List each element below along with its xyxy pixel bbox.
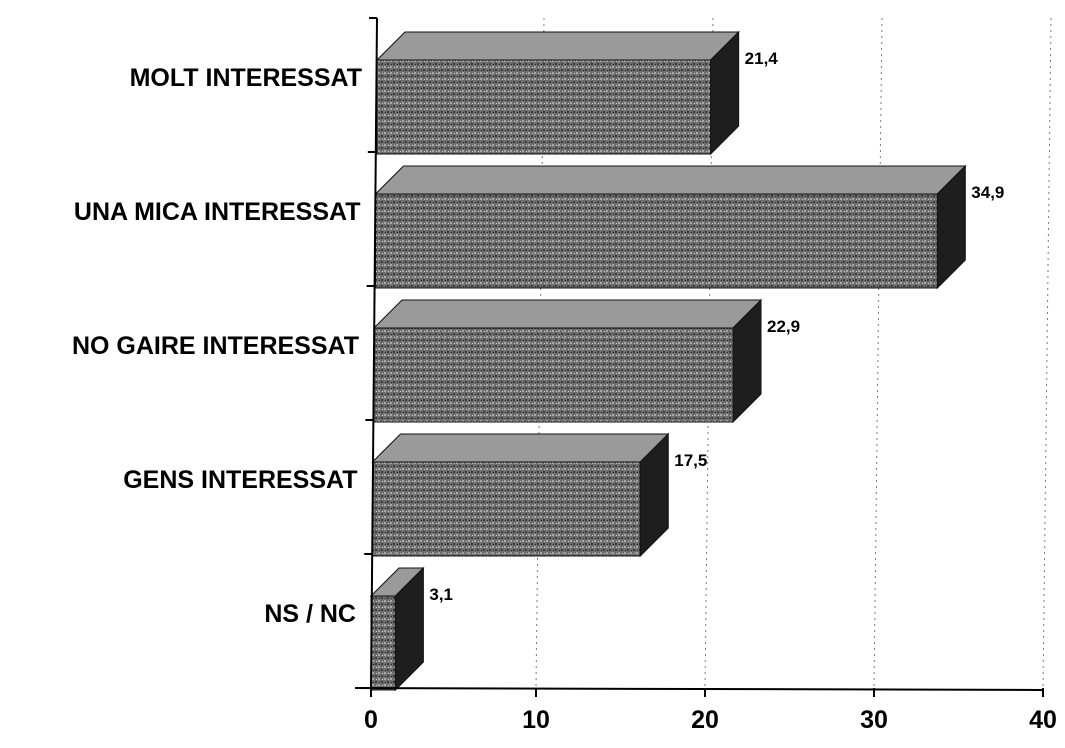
value-label-4: 17,5	[674, 451, 707, 470]
value-label-3: 22,9	[767, 317, 800, 336]
bar-side-2	[936, 164, 966, 290]
x-tick-label-0: 0	[364, 706, 378, 734]
bar-front-1	[376, 59, 712, 155]
category-label-4: GENS INTERESSAT	[123, 466, 357, 494]
bar-3	[372, 298, 763, 424]
y-axis-line	[370, 17, 378, 689]
value-label-2: 34,9	[971, 183, 1004, 202]
bar-side-3	[732, 298, 762, 424]
bar-side-1	[710, 30, 740, 156]
bar-side-5	[394, 566, 424, 692]
value-label-1: 21,4	[745, 49, 779, 68]
grid-line-30	[873, 17, 883, 689]
bar-front-4	[372, 461, 641, 557]
category-label-3: NO GAIRE INTERESSAT	[72, 332, 359, 360]
bar-front-3	[373, 327, 734, 423]
x-tick-label-30: 30	[860, 706, 888, 734]
value-label-5: 3,1	[429, 585, 453, 604]
bar-top-3	[372, 299, 763, 329]
bars	[369, 30, 967, 692]
grid-lines	[535, 17, 1052, 689]
bar-4	[371, 432, 670, 558]
category-label-1: MOLT INTERESSAT	[130, 64, 362, 92]
bar-top-1	[375, 31, 740, 61]
bar-front-2	[375, 193, 938, 289]
bar-front-5	[370, 595, 396, 691]
labels: 21,4 MOLT INTERESSAT 34,9 UNA MICA INTERESS…	[72, 49, 1057, 734]
bar-5	[369, 566, 425, 692]
bar-2	[374, 164, 967, 290]
grid-line-40	[1042, 17, 1052, 689]
x-tick-label-10: 10	[522, 706, 550, 734]
bar-top-2	[374, 165, 967, 195]
category-label-5: NS / NC	[264, 600, 356, 628]
bar-top-4	[371, 433, 670, 463]
grid-line-20	[704, 17, 714, 689]
x-tick-label-20: 20	[691, 706, 719, 734]
x-tick-label-40: 40	[1029, 706, 1057, 734]
category-label-2: UNA MICA INTERESSAT	[74, 198, 361, 226]
bar-1	[375, 30, 740, 156]
bar-side-4	[639, 432, 669, 558]
grid-line-10	[535, 17, 545, 689]
axes	[354, 17, 1044, 697]
x-axis-line	[354, 687, 1044, 691]
